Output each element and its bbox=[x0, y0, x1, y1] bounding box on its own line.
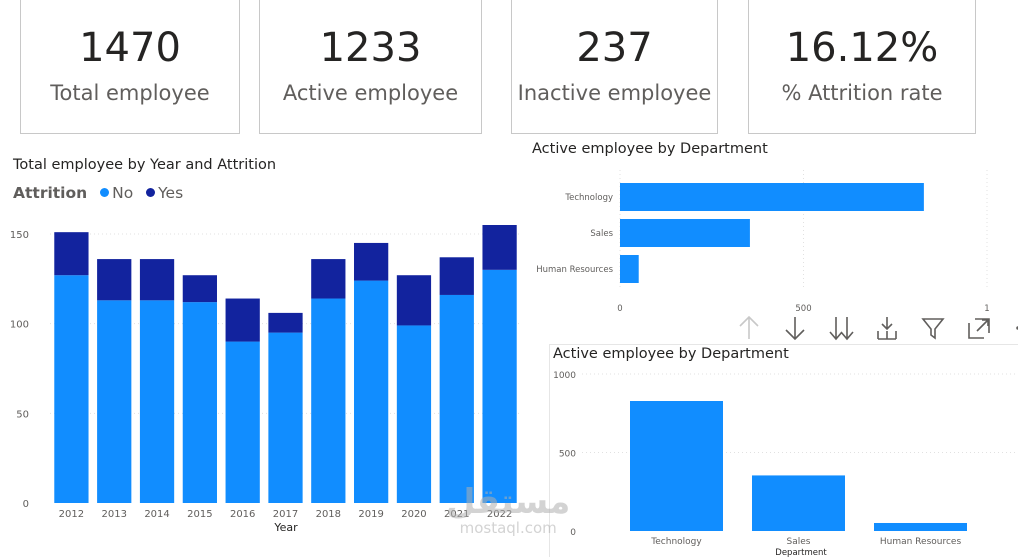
watermark-logo: مستقل mostaql.com bbox=[446, 484, 570, 536]
chart-title-department-horizontal: Active employee by Department bbox=[532, 141, 768, 157]
bar-segment-no bbox=[97, 300, 132, 503]
x-tick-label: 2016 bbox=[230, 509, 255, 520]
chart-panel-department-vertical bbox=[549, 344, 1018, 557]
bar-segment-no bbox=[268, 332, 303, 503]
bar-segment-yes bbox=[482, 225, 517, 270]
legend-no-swatch bbox=[100, 188, 110, 197]
watermark-latin: mostaql.com bbox=[459, 519, 557, 537]
watermark-arabic: مستقل bbox=[446, 482, 571, 522]
more-options-icon[interactable] bbox=[1011, 313, 1018, 343]
kpi-label: % Attrition rate bbox=[781, 81, 943, 105]
x-tick-label: Human Resources bbox=[880, 537, 962, 547]
bar-segment-yes bbox=[268, 312, 303, 333]
chart-legend: Attrition No Yes bbox=[13, 184, 183, 202]
y-tick-label: 0 bbox=[23, 499, 29, 510]
kpi-card-active[interactable]: 1233 Active employee bbox=[259, 0, 482, 134]
double-arrow-down-icon[interactable] bbox=[826, 313, 856, 343]
x-tick-label: 2013 bbox=[102, 509, 127, 520]
arrow-up-icon[interactable] bbox=[734, 313, 764, 343]
focus-mode-icon[interactable] bbox=[964, 313, 994, 343]
bar-segment-no bbox=[354, 280, 389, 503]
legend-title: Attrition bbox=[13, 184, 88, 202]
bar-segment-no bbox=[54, 275, 89, 503]
bar-segment-yes bbox=[97, 259, 132, 301]
y-tick-label: Human Resources bbox=[536, 265, 613, 275]
bar-segment-no bbox=[225, 341, 260, 503]
legend-yes-swatch bbox=[146, 188, 156, 197]
x-tick-label: 500 bbox=[795, 304, 811, 314]
x-tick-label: 2022 bbox=[487, 509, 512, 520]
y-tick-label: Technology bbox=[564, 193, 613, 203]
arrow-down-icon[interactable] bbox=[780, 313, 810, 343]
x-tick-label: 2018 bbox=[316, 509, 341, 520]
kpi-label: Active employee bbox=[282, 81, 459, 105]
bar bbox=[620, 183, 924, 211]
kpi-value: 16.12% bbox=[785, 25, 939, 71]
y-tick-label: 50 bbox=[16, 409, 29, 420]
bar bbox=[630, 401, 723, 531]
x-axis-title: Year bbox=[273, 521, 298, 534]
x-tick-label: 2012 bbox=[59, 509, 84, 520]
bar-segment-no bbox=[139, 300, 175, 503]
x-tick-label: 2014 bbox=[144, 509, 169, 520]
bar bbox=[874, 522, 967, 531]
bar bbox=[620, 255, 639, 283]
x-tick-label: Sales bbox=[787, 537, 811, 547]
x-tick-label: 0 bbox=[617, 304, 622, 314]
bar bbox=[752, 475, 845, 531]
kpi-card-inactive[interactable]: 237 Inactive employee bbox=[511, 0, 718, 134]
y-tick-label: 1000 bbox=[553, 371, 576, 381]
bar-segment-yes bbox=[139, 259, 175, 301]
x-tick-label: 2021 bbox=[444, 509, 469, 520]
bar bbox=[620, 219, 750, 247]
filter-icon[interactable] bbox=[918, 313, 948, 343]
bar-segment-yes bbox=[182, 275, 217, 303]
expand-hierarchy-icon[interactable] bbox=[872, 313, 902, 343]
y-tick-label: 0 bbox=[570, 528, 576, 538]
legend-no-label[interactable]: No bbox=[112, 184, 134, 202]
kpi-value: 237 bbox=[576, 25, 653, 71]
x-tick-label: 2019 bbox=[358, 509, 383, 520]
x-tick-label: 2020 bbox=[401, 509, 426, 520]
kpi-label: Total employee bbox=[50, 81, 210, 105]
x-tick-label: 1 bbox=[984, 304, 989, 314]
bar-segment-no bbox=[311, 298, 346, 503]
kpi-card-attrition-rate[interactable]: 16.12% % Attrition rate bbox=[748, 0, 976, 134]
bar-segment-no bbox=[182, 302, 217, 503]
chart-title-department-vertical: Active employee by Department bbox=[553, 346, 789, 362]
chart-year-attrition[interactable]: 0 50 100 150 2012 2013 2014 2015 2016 2017 2018 201… bbox=[0, 0, 530, 556]
bar-segment-yes bbox=[396, 275, 432, 326]
kpi-value: 1470 bbox=[79, 25, 181, 71]
y-tick-label: Sales bbox=[590, 229, 613, 239]
kpi-card-total[interactable]: 1470 Total employee bbox=[20, 0, 240, 134]
kpi-value: 1233 bbox=[319, 25, 422, 71]
x-tick-label: Technology bbox=[650, 537, 702, 547]
y-tick-label: 100 bbox=[10, 320, 29, 331]
bar-segment-yes bbox=[54, 232, 89, 276]
chart-title-year-attrition: Total employee by Year and Attrition bbox=[13, 157, 277, 173]
x-axis-title: Department bbox=[775, 548, 827, 557]
x-tick-label: 2015 bbox=[187, 509, 212, 520]
legend-yes-label[interactable]: Yes bbox=[158, 184, 184, 202]
visual-toolbar bbox=[734, 313, 1018, 343]
bar-segment-no bbox=[396, 325, 432, 503]
y-tick-label: 500 bbox=[559, 450, 576, 460]
kpi-label: Inactive employee bbox=[517, 81, 712, 105]
bar-segment-yes bbox=[439, 257, 474, 295]
bar-segment-no bbox=[482, 269, 517, 503]
bar-segment-yes bbox=[225, 298, 260, 342]
y-tick-label: 150 bbox=[10, 230, 29, 241]
bar-segment-yes bbox=[354, 242, 389, 281]
bar-segment-no bbox=[439, 294, 474, 503]
x-tick-label: 2017 bbox=[273, 509, 298, 520]
bar-segment-yes bbox=[311, 259, 346, 299]
